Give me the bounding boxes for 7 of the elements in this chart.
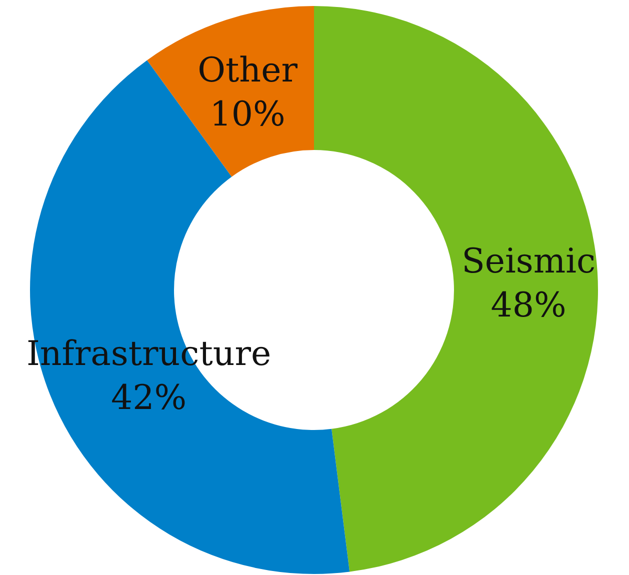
data-label: 48%	[490, 286, 566, 326]
slice-label: Other	[198, 50, 298, 91]
donut-slice	[147, 6, 314, 177]
slice-label: Seismic	[462, 242, 596, 282]
data-label: 10%	[210, 94, 286, 135]
data-label: 42%	[111, 378, 187, 418]
donut-slice	[314, 6, 598, 572]
